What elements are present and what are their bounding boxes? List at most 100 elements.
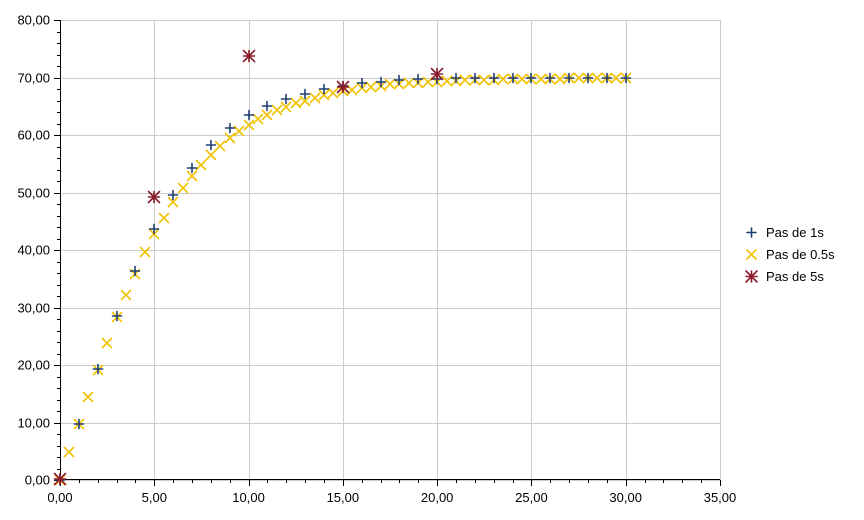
- y-minor-tick: [57, 285, 60, 286]
- y-tick-label: 50,00: [17, 185, 50, 200]
- data-point-pas05: [65, 444, 74, 459]
- y-minor-tick: [57, 101, 60, 102]
- data-point-pas05: [442, 73, 451, 88]
- data-point-pas05: [546, 71, 555, 86]
- y-tick-label: 40,00: [17, 243, 50, 258]
- y-minor-tick: [57, 147, 60, 148]
- y-minor-tick: [57, 32, 60, 33]
- y-tick: [54, 250, 60, 251]
- legend-entry-pas5: Pas de 5s: [740, 266, 860, 286]
- data-point-pas05: [159, 210, 168, 225]
- y-minor-tick: [57, 273, 60, 274]
- y-tick-label: 20,00: [17, 358, 50, 373]
- x-tick: [343, 480, 344, 486]
- gridline-y: [60, 365, 720, 366]
- y-minor-tick: [57, 400, 60, 401]
- data-point-pas1: [395, 73, 404, 88]
- data-point-pas05: [122, 287, 131, 302]
- x-tick-label: 20,00: [421, 490, 454, 505]
- y-tick-label: 60,00: [17, 128, 50, 143]
- legend-label-pas5: Pas de 5s: [766, 269, 824, 284]
- data-point-pas05: [254, 112, 263, 127]
- data-point-pas05: [310, 90, 319, 105]
- x-tick: [249, 480, 250, 486]
- legend: Pas de 1sPas de 0.5sPas de 5s: [740, 222, 860, 288]
- data-point-pas05: [291, 96, 300, 111]
- gridline-y: [60, 135, 720, 136]
- data-point-pas05: [518, 72, 527, 87]
- x-tick: [531, 480, 532, 486]
- x-minor-tick: [645, 480, 646, 483]
- y-minor-tick: [57, 204, 60, 205]
- x-minor-tick: [192, 480, 193, 483]
- y-tick: [54, 308, 60, 309]
- data-point-pas05: [376, 78, 385, 93]
- data-point-pas05: [103, 336, 112, 351]
- x-tick: [154, 480, 155, 486]
- x-minor-tick: [98, 480, 99, 483]
- y-minor-tick: [57, 43, 60, 44]
- y-tick: [54, 365, 60, 366]
- data-point-pas05: [508, 72, 517, 87]
- data-point-pas1: [169, 187, 178, 202]
- y-tick: [54, 20, 60, 21]
- y-minor-tick: [57, 170, 60, 171]
- data-point-pas05: [357, 80, 366, 95]
- y-tick: [54, 78, 60, 79]
- gridline-y: [60, 78, 720, 79]
- x-minor-tick: [588, 480, 589, 483]
- data-point-pas1: [301, 86, 310, 101]
- x-tick: [720, 480, 721, 486]
- gridline-y: [60, 423, 720, 424]
- x-tick: [437, 480, 438, 486]
- plot-area: [60, 20, 720, 480]
- data-point-pas05: [84, 389, 93, 404]
- y-tick: [54, 135, 60, 136]
- y-minor-tick: [57, 296, 60, 297]
- y-minor-tick: [57, 319, 60, 320]
- x-minor-tick: [211, 480, 212, 483]
- y-tick: [54, 480, 60, 481]
- x-minor-tick: [701, 480, 702, 483]
- data-point-pas05: [206, 147, 215, 162]
- x-minor-tick: [399, 480, 400, 483]
- data-point-pas05: [197, 157, 206, 172]
- x-minor-tick: [663, 480, 664, 483]
- data-point-pas1: [376, 74, 385, 89]
- gridline-y: [60, 193, 720, 194]
- x-minor-tick: [475, 480, 476, 483]
- y-minor-tick: [57, 239, 60, 240]
- y-tick-label: 30,00: [17, 300, 50, 315]
- data-point-pas1: [206, 138, 215, 153]
- x-tick-label: 25,00: [515, 490, 548, 505]
- data-point-pas1: [225, 121, 234, 136]
- data-point-pas1: [74, 416, 83, 431]
- data-point-pas05: [74, 416, 83, 431]
- x-minor-tick: [513, 480, 514, 483]
- x-minor-tick: [456, 480, 457, 483]
- x-minor-tick: [79, 480, 80, 483]
- y-tick-label: 80,00: [17, 13, 50, 28]
- data-point-pas1: [112, 309, 121, 324]
- x-minor-tick: [381, 480, 382, 483]
- gridline-y: [60, 250, 720, 251]
- x-tick-label: 10,00: [232, 490, 265, 505]
- data-point-pas05: [112, 310, 121, 325]
- y-minor-tick: [57, 124, 60, 125]
- y-minor-tick: [57, 354, 60, 355]
- data-point-pas05: [470, 73, 479, 88]
- legend-swatch-pas1: [740, 222, 762, 242]
- data-point-pas05: [348, 82, 357, 97]
- x-minor-tick: [286, 480, 287, 483]
- y-minor-tick: [57, 331, 60, 332]
- legend-label-pas05: Pas de 0.5s: [766, 247, 835, 262]
- data-point-pas1: [131, 263, 140, 278]
- y-minor-tick: [57, 158, 60, 159]
- data-point-pas05: [188, 168, 197, 183]
- data-point-pas05: [282, 99, 291, 114]
- y-minor-tick: [57, 55, 60, 56]
- data-point-pas05: [536, 71, 545, 86]
- x-minor-tick: [569, 480, 570, 483]
- data-point-pas05: [235, 123, 244, 138]
- data-point-pas05: [225, 130, 234, 145]
